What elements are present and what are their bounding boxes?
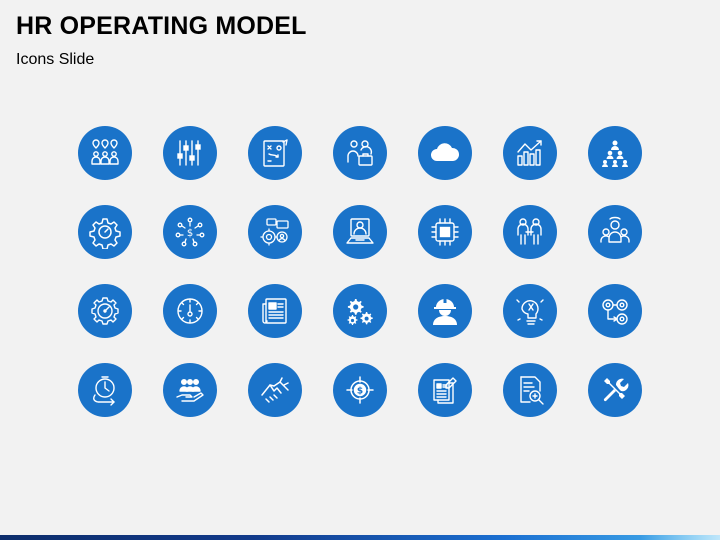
documents-icon xyxy=(418,363,472,417)
footer-highlight xyxy=(640,535,720,540)
cloud-icon xyxy=(418,126,472,180)
group-icon xyxy=(588,205,642,259)
document-search-icon xyxy=(503,363,557,417)
newspaper-icon xyxy=(248,284,302,338)
growth-chart-icon xyxy=(503,126,557,180)
gear-performance-icon xyxy=(78,284,132,338)
gears-icon xyxy=(333,284,387,338)
footer-gradient-bar xyxy=(0,535,720,540)
microchip-icon xyxy=(418,205,472,259)
team-locations-icon xyxy=(78,126,132,180)
stopwatch-icon xyxy=(163,284,217,338)
sliders-icon xyxy=(163,126,217,180)
team-settings-icon xyxy=(248,205,302,259)
business-team-icon xyxy=(333,126,387,180)
innovation-icon xyxy=(503,284,557,338)
time-cycle-icon xyxy=(78,363,132,417)
tools-icon xyxy=(588,363,642,417)
gear-icon xyxy=(78,205,132,259)
video-conference-icon xyxy=(333,205,387,259)
hierarchy-icon xyxy=(588,126,642,180)
slide-title: HR OPERATING MODEL xyxy=(16,12,307,40)
strategy-board-icon xyxy=(248,126,302,180)
process-icon xyxy=(588,284,642,338)
engineer-icon xyxy=(418,284,472,338)
svg-text:$: $ xyxy=(187,228,193,239)
handshake-icon xyxy=(248,363,302,417)
slide-subtitle: Icons Slide xyxy=(16,51,95,68)
svg-text:$: $ xyxy=(357,387,363,397)
dollar-target-icon: $ xyxy=(333,363,387,417)
money-network-icon: $ xyxy=(163,205,217,259)
hand-care-icon xyxy=(163,363,217,417)
icon-grid: $ xyxy=(78,126,642,417)
team-meeting-icon xyxy=(503,205,557,259)
